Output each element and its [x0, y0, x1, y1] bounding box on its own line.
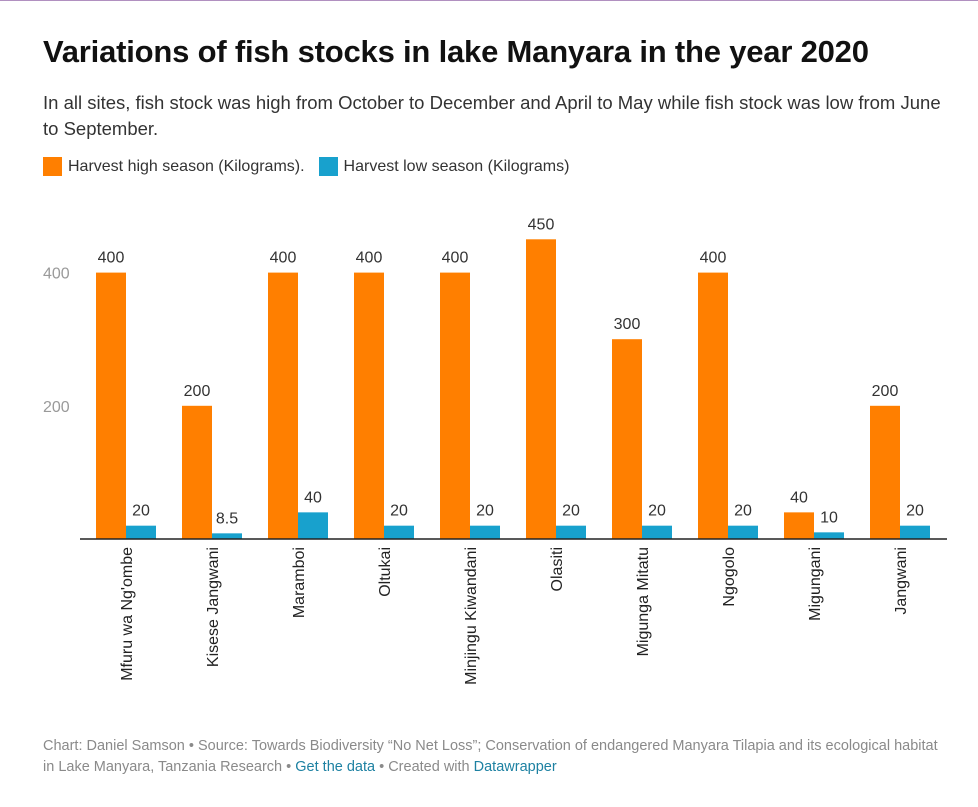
- data-label-high: 40: [790, 489, 808, 506]
- bar-low-season: [298, 512, 328, 539]
- x-tick-label: Kisese Jangwani: [205, 547, 222, 667]
- bar-high-season: [182, 405, 212, 539]
- x-tick-label: Mfuru wa Ng'ombe: [119, 547, 136, 681]
- data-label-high: 400: [270, 250, 297, 267]
- bar-chart: 200 400 400 20 Mfuru wa Ng'ombe 200 8.5 Kisese …: [43, 216, 947, 685]
- get-data-link[interactable]: Get the data: [295, 759, 376, 775]
- x-tick-label: Minjingu Kiwandani: [463, 547, 480, 685]
- legend-label-low: Harvest low season (Kilograms): [343, 157, 570, 175]
- x-tick-label: Maramboi: [291, 547, 308, 618]
- y-tick-label: 200: [43, 399, 70, 416]
- data-label-low: 40: [304, 489, 322, 506]
- bar-high-season: [784, 512, 814, 539]
- data-label-high: 450: [528, 216, 555, 233]
- data-label-high: 200: [184, 383, 211, 400]
- top-accent-line: [0, 0, 978, 1]
- footer-created-with: • Created with: [375, 759, 474, 775]
- bar-low-season: [556, 525, 586, 539]
- legend-swatch-low: [318, 157, 338, 176]
- bar-high-season: [354, 272, 384, 539]
- bar-low-season: [728, 525, 758, 539]
- bar-high-season: [870, 405, 900, 539]
- y-tick-label: 400: [43, 266, 70, 283]
- data-label-high: 200: [872, 383, 899, 400]
- legend-item-high: Harvest high season (Kilograms).: [43, 157, 305, 176]
- bar-low-season: [126, 525, 156, 539]
- chart-footer: Chart: Daniel Samson • Source: Towards B…: [43, 736, 943, 778]
- chart-subtitle: In all sites, fish stock was high from O…: [43, 92, 941, 139]
- x-tick-label: Ngogolo: [721, 547, 738, 607]
- x-tick-label: Olasiti: [549, 547, 566, 591]
- data-label-high: 400: [98, 250, 125, 267]
- bar-high-season: [268, 272, 298, 539]
- data-label-low: 20: [562, 503, 580, 520]
- bar-low-season: [900, 525, 930, 539]
- x-tick-label: Migunga Mitatu: [635, 547, 652, 656]
- legend-label-high: Harvest high season (Kilograms).: [68, 157, 305, 175]
- bar-high-season: [612, 339, 642, 539]
- data-label-high: 400: [356, 250, 383, 267]
- bar-low-season: [642, 525, 672, 539]
- bar-low-season: [212, 533, 242, 539]
- legend: Harvest high season (Kilograms). Harvest…: [43, 157, 583, 176]
- bar-high-season: [440, 272, 470, 539]
- x-tick-label: Oltukai: [377, 547, 394, 597]
- x-tick-label: Migungani: [807, 547, 824, 621]
- data-label-low: 20: [734, 503, 752, 520]
- data-label-low: 8.5: [216, 510, 238, 527]
- data-label-high: 300: [614, 316, 641, 333]
- data-label-low: 20: [390, 503, 408, 520]
- data-label-low: 20: [476, 503, 494, 520]
- x-tick-label: Jangwani: [893, 547, 910, 615]
- chart-title: Variations of fish stocks in lake Manyar…: [43, 34, 869, 69]
- legend-swatch-high: [43, 157, 62, 176]
- data-label-low: 20: [906, 503, 924, 520]
- bar-low-season: [470, 525, 500, 539]
- data-label-low: 10: [820, 509, 838, 526]
- bar-high-season: [526, 239, 556, 540]
- data-label-low: 20: [132, 503, 150, 520]
- bar-high-season: [96, 272, 126, 539]
- bar-low-season: [814, 532, 844, 539]
- bar-low-season: [384, 525, 414, 539]
- data-label-high: 400: [700, 250, 727, 267]
- bar-high-season: [698, 272, 728, 539]
- footer-credit: Chart: Daniel Samson • Source: Towards B…: [43, 738, 938, 775]
- data-label-low: 20: [648, 503, 666, 520]
- datawrapper-link[interactable]: Datawrapper: [473, 759, 557, 775]
- data-label-high: 400: [442, 250, 469, 267]
- legend-item-low: Harvest low season (Kilograms): [318, 157, 570, 176]
